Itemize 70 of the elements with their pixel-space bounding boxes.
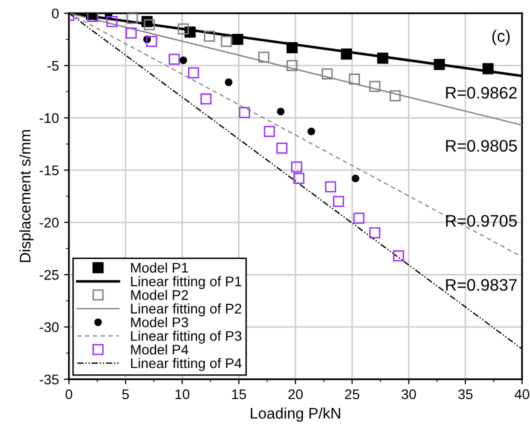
point bbox=[146, 36, 158, 48]
point bbox=[168, 54, 180, 65]
point bbox=[332, 196, 344, 208]
annotation: R=0.9805 bbox=[446, 140, 517, 152]
point bbox=[144, 19, 155, 30]
point bbox=[286, 42, 298, 54]
y-axis-title: Displacement s/mm bbox=[19, 130, 34, 262]
y-tick-label: -35 bbox=[40, 374, 59, 384]
point bbox=[264, 126, 275, 137]
legend-label: Model P3 bbox=[131, 317, 188, 328]
annotation: R=0.9862 bbox=[446, 86, 517, 99]
x-tick-label: 30 bbox=[402, 389, 416, 400]
point bbox=[258, 52, 270, 63]
point bbox=[390, 90, 401, 102]
point bbox=[291, 161, 302, 173]
x-tick-label: 35 bbox=[458, 389, 473, 400]
point bbox=[286, 60, 298, 72]
annotation: (c) bbox=[492, 30, 510, 46]
x-tick-label: 40 bbox=[514, 389, 530, 400]
point bbox=[224, 78, 232, 86]
y-tick-label: 0 bbox=[52, 8, 59, 18]
y-tick-label: -20 bbox=[40, 218, 59, 228]
point bbox=[106, 16, 118, 28]
point bbox=[322, 68, 333, 80]
y-tick-label: -5 bbox=[47, 60, 59, 71]
y-tick-label: -25 bbox=[40, 270, 59, 280]
point bbox=[353, 212, 364, 224]
legend-label: Linear fitting of P1 bbox=[131, 276, 242, 290]
point bbox=[393, 250, 404, 262]
x-tick-label: 5 bbox=[122, 389, 129, 400]
point bbox=[200, 93, 212, 105]
legend-label: Model P4 bbox=[131, 344, 188, 355]
point bbox=[188, 67, 200, 78]
point bbox=[308, 128, 316, 136]
point bbox=[434, 58, 445, 70]
point bbox=[276, 142, 288, 154]
legend-label: Linear fitting of P4 bbox=[131, 358, 242, 371]
x-tick-label: 10 bbox=[176, 389, 190, 400]
y-tick-label: -15 bbox=[40, 166, 59, 176]
point bbox=[352, 174, 360, 182]
point bbox=[126, 13, 138, 24]
point bbox=[276, 108, 285, 116]
point bbox=[293, 172, 304, 184]
point bbox=[325, 181, 336, 192]
y-tick-label: -30 bbox=[40, 322, 59, 332]
x-tick-label: 15 bbox=[232, 389, 246, 400]
point bbox=[232, 34, 244, 45]
point bbox=[220, 36, 232, 48]
point bbox=[204, 30, 215, 42]
annotation: R=0.9837 bbox=[446, 279, 517, 291]
x-tick-label: 0 bbox=[66, 389, 72, 400]
legend-label: Model P2 bbox=[131, 290, 188, 300]
point bbox=[180, 56, 188, 64]
x-axis-title: Loading P/kN bbox=[250, 407, 340, 422]
point bbox=[348, 74, 360, 85]
x-tick-label: 20 bbox=[288, 389, 303, 400]
point bbox=[369, 80, 380, 92]
legend-label: Linear fitting of P3 bbox=[131, 330, 242, 344]
point bbox=[369, 227, 380, 238]
point bbox=[377, 52, 388, 64]
point bbox=[238, 107, 250, 118]
point bbox=[340, 48, 352, 60]
legend-label: Linear fitting of P2 bbox=[131, 303, 242, 316]
point bbox=[482, 63, 494, 74]
y-tick-label: -10 bbox=[40, 113, 59, 123]
point bbox=[178, 23, 189, 34]
legend-label: Model P1 bbox=[131, 262, 188, 273]
annotation: R=0.9705 bbox=[446, 214, 517, 227]
x-tick-label: 25 bbox=[345, 389, 360, 400]
point bbox=[126, 28, 137, 39]
